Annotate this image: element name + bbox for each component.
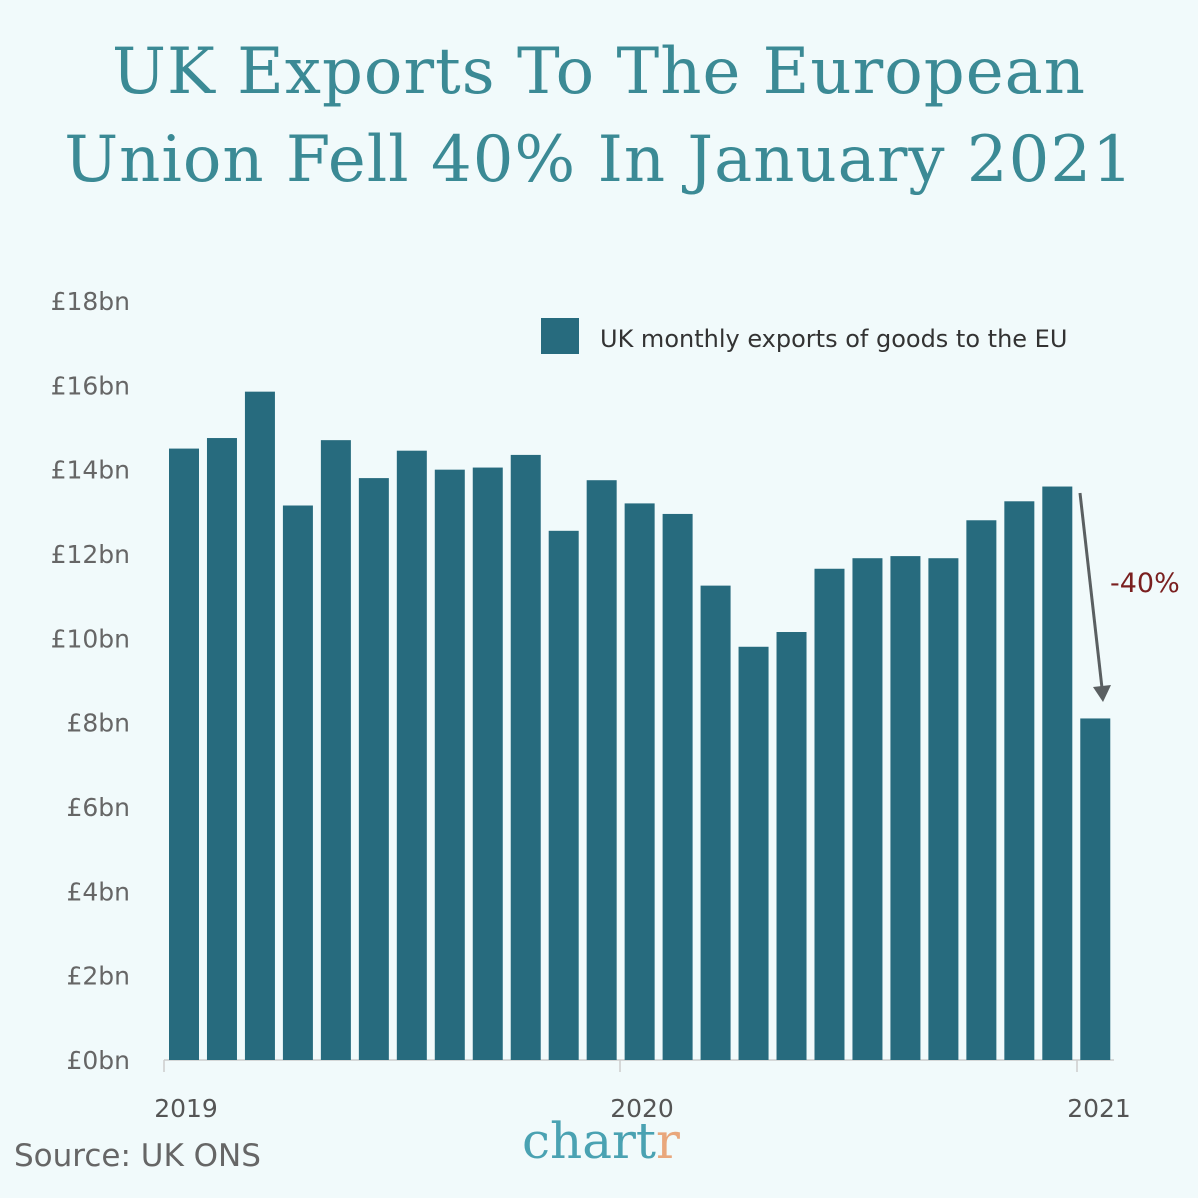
y-tick-label: £18bn xyxy=(51,287,130,316)
title-line-2: Union Fell 40% In January 2021 xyxy=(64,123,1134,197)
bar-2020-05 xyxy=(776,632,807,1060)
bar-2019-02 xyxy=(206,438,237,1061)
bar-2020-08 xyxy=(890,556,921,1060)
bar-2020-07 xyxy=(852,558,883,1060)
x-tick-label: 2019 xyxy=(154,1094,218,1123)
y-tick-label: £14bn xyxy=(51,456,130,485)
bar-2020-02 xyxy=(662,513,693,1060)
y-tick-label: £6bn xyxy=(66,793,130,822)
chartr-logo: chartr xyxy=(522,1112,680,1170)
bar-2020-04 xyxy=(738,646,769,1060)
bar-2019-07 xyxy=(396,450,427,1061)
bar-2019-10 xyxy=(510,454,541,1060)
y-tick-label: £10bn xyxy=(51,624,130,653)
bar-2020-06 xyxy=(814,568,845,1060)
bar-2020-09 xyxy=(928,558,959,1060)
bar-2021-01 xyxy=(1080,718,1111,1060)
chart-title: UK Exports To The European Union Fell 40… xyxy=(0,28,1198,204)
bar-2019-08 xyxy=(434,469,465,1061)
x-tick-label: 2021 xyxy=(1067,1094,1131,1123)
bar-2020-11 xyxy=(1004,501,1035,1061)
legend-swatch xyxy=(541,318,579,354)
y-tick-label: £4bn xyxy=(66,877,130,906)
bar-2020-10 xyxy=(966,520,997,1060)
title-line-1: UK Exports To The European xyxy=(112,35,1086,109)
bar-2019-01 xyxy=(169,448,199,1060)
bar-2020-12 xyxy=(1042,486,1073,1060)
bar-2020-01 xyxy=(624,503,655,1060)
legend-label: UK monthly exports of goods to the EU xyxy=(600,325,1067,353)
annotation-label: -40% xyxy=(1110,568,1180,599)
bar-2019-03 xyxy=(244,391,275,1060)
bar-2019-04 xyxy=(282,505,313,1061)
source-label: Source: UK ONS xyxy=(14,1138,261,1174)
bar-2019-12 xyxy=(586,480,617,1060)
y-tick-label: £16bn xyxy=(51,371,130,400)
bar-2019-11 xyxy=(548,530,579,1060)
bar-2019-06 xyxy=(358,478,389,1061)
arrow-line xyxy=(1078,492,1104,689)
y-tick-label: £8bn xyxy=(66,709,130,738)
y-tick-label: £2bn xyxy=(66,962,130,991)
y-tick-label: £0bn xyxy=(66,1046,130,1075)
bar-2019-05 xyxy=(320,440,351,1060)
y-tick-label: £12bn xyxy=(51,540,130,569)
bar-2019-09 xyxy=(472,467,503,1060)
bar-2020-03 xyxy=(700,585,731,1060)
arrow-head-icon xyxy=(1093,685,1111,702)
x-tick-label: 2020 xyxy=(610,1094,674,1123)
